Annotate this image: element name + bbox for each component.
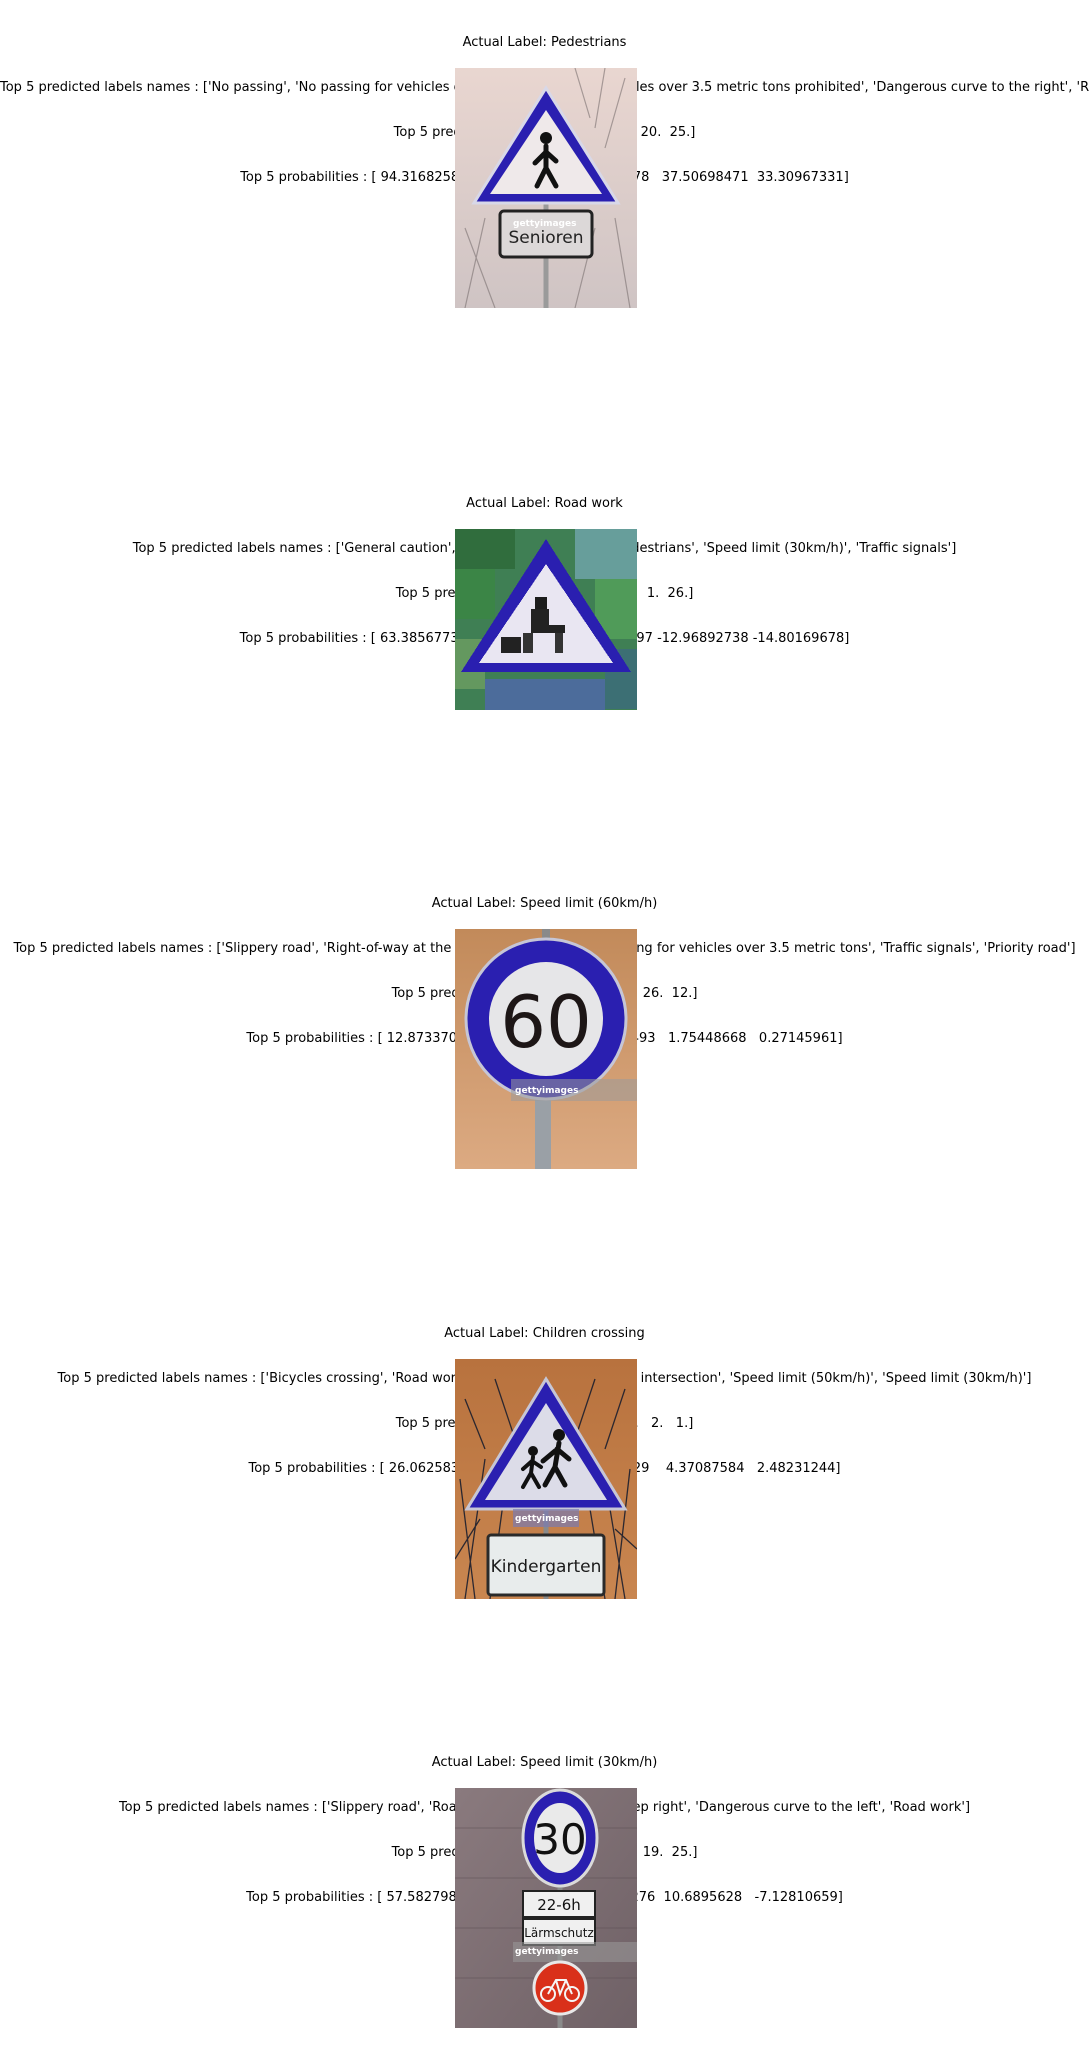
sign-text-5c: Lärmschutz (524, 1926, 594, 1940)
sign-text-5b: 22-6h (537, 1896, 581, 1914)
actual-label: Actual Label: Road work (466, 496, 623, 511)
sign-image-2 (455, 529, 637, 710)
sign-image-5: 30 22-6h Lärmschutz gettyimages (455, 1788, 637, 2028)
actual-label: Actual Label: Children crossing (444, 1326, 645, 1341)
watermark-4: gettyimages (515, 1514, 578, 1524)
probabilities: Top 5 probabilities : [ 12.87337017 5.14… (246, 1031, 843, 1046)
sign-text-3: 60 (500, 980, 592, 1064)
sign-image-1: Senioren gettyimages (455, 68, 637, 308)
watermark-1: gettyimages (513, 219, 576, 229)
watermark-3: gettyimages (515, 1086, 578, 1096)
result-panel-4: Actual Label: Children crossing Top 5 pr… (0, 1296, 1089, 1506)
sign-text-5: 30 (533, 1815, 586, 1864)
sign-image-4: gettyimages Kindergarten (455, 1359, 637, 1599)
caption-4: Actual Label: Children crossing Top 5 pr… (0, 1296, 1089, 1506)
watermark-5: gettyimages (515, 1947, 578, 1957)
sign-image-3: 60 gettyimages (455, 929, 637, 1169)
sign-text-4: Kindergarten (491, 1557, 602, 1577)
actual-label: Actual Label: Speed limit (30km/h) (431, 1755, 658, 1770)
sign-text-1: Senioren (509, 228, 584, 248)
actual-label: Actual Label: Pedestrians (462, 35, 627, 50)
actual-label: Actual Label: Speed limit (60km/h) (431, 896, 658, 911)
